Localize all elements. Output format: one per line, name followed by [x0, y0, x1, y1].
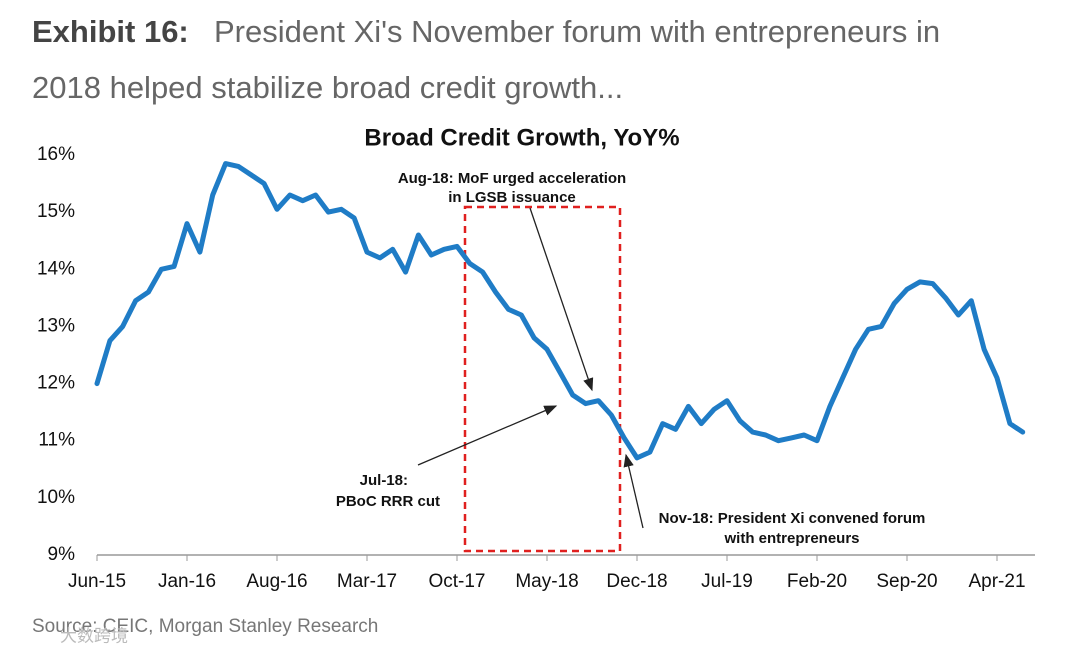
source: Source: CEIC, Morgan Stanley Research: [32, 616, 378, 637]
header-title: President Xi's November forum with entre…: [214, 14, 940, 49]
annotation: Jul-18:: [360, 472, 408, 489]
watermark: 大数跨境: [60, 626, 128, 645]
exhibit-label: Exhibit 16:: [32, 14, 189, 49]
y-tick-label: 13%: [37, 315, 75, 336]
y-tick-label: 15%: [37, 201, 75, 222]
x-tick-label: Sep-20: [876, 571, 937, 592]
x-tick-label: Jun-15: [68, 571, 126, 592]
x-tick-label: Feb-20: [787, 571, 847, 592]
x-tick-label: Apr-21: [968, 571, 1025, 592]
x-tick-label: Aug-16: [246, 571, 307, 592]
chart-title: Broad Credit Growth, YoY%: [364, 124, 679, 151]
highlight-box: [463, 205, 622, 553]
y-tick-label: 14%: [37, 258, 75, 279]
y-tick-label: 16%: [37, 144, 75, 165]
x-tick-label: Jul-19: [701, 571, 753, 592]
annotation: Aug-18: MoF urged acceleration: [398, 170, 626, 187]
x-tick-label: Mar-17: [337, 571, 397, 592]
annotation: Nov-18: President Xi convened forum: [659, 510, 926, 527]
annotation-arrow: [529, 207, 594, 392]
x-tick-label: Jan-16: [158, 571, 216, 592]
series-line: [94, 161, 1026, 461]
annotation: in LGSB issuance: [448, 189, 576, 206]
annotation-arrow: [623, 453, 644, 529]
annotation: with entrepreneurs: [723, 530, 859, 547]
header-title: 2018 helped stabilize broad credit growt…: [32, 70, 623, 105]
y-tick-label: 9%: [48, 544, 76, 565]
x-tick-label: Dec-18: [606, 571, 667, 592]
y-tick-label: 10%: [37, 487, 75, 508]
x-tick-label: May-18: [515, 571, 578, 592]
y-tick-label: 11%: [38, 430, 75, 451]
y-tick-label: 12%: [37, 373, 75, 394]
annotation-arrow: [417, 405, 558, 466]
x-tick-label: Oct-17: [428, 571, 485, 592]
annotation: PBoC RRR cut: [336, 493, 440, 510]
